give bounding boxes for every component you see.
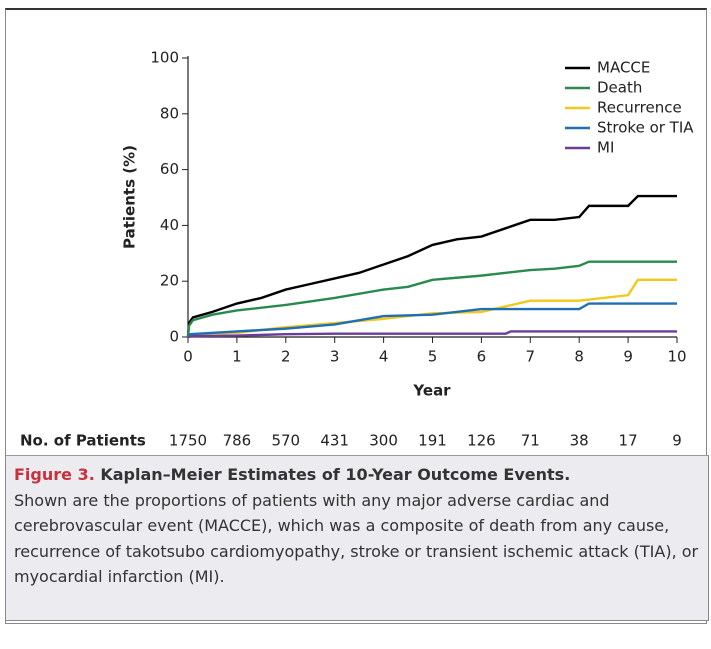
at-risk-value: 17 bbox=[619, 432, 638, 450]
at-risk-value: 1750 bbox=[169, 432, 207, 450]
y-tick-label: 80 bbox=[160, 104, 179, 122]
series-line bbox=[186, 260, 677, 338]
legend-label: Recurrence bbox=[597, 99, 682, 117]
at-risk-value: 570 bbox=[271, 432, 300, 450]
y-axis-label: Patients (%) bbox=[121, 145, 139, 249]
y-tick-label: 60 bbox=[160, 160, 179, 178]
series-line bbox=[186, 194, 677, 338]
caption-label: Figure 3. bbox=[14, 465, 95, 484]
legend-label: Death bbox=[597, 79, 642, 97]
caption-text: Shown are the proportions of patients wi… bbox=[14, 490, 699, 587]
at-risk-value: 9 bbox=[672, 432, 682, 450]
at-risk-value: 300 bbox=[369, 432, 398, 450]
x-tick-label: 4 bbox=[379, 348, 389, 366]
y-tick-label: 40 bbox=[160, 216, 179, 234]
x-axis-label: Year bbox=[412, 382, 451, 400]
caption: Figure 3. Kaplan–Meier Estimates of 10-Y… bbox=[5, 455, 709, 621]
at-risk-label: No. of Patients bbox=[20, 432, 146, 450]
legend-label: MI bbox=[597, 139, 614, 157]
series-line bbox=[187, 330, 677, 339]
y-tick-label: 20 bbox=[160, 272, 179, 290]
chart: Patients (%) Year No. of Patients 020406… bbox=[20, 49, 694, 450]
x-tick-label: 9 bbox=[623, 348, 633, 366]
x-tick-label: 2 bbox=[281, 348, 291, 366]
y-tick-label: 100 bbox=[150, 49, 179, 67]
x-tick-label: 7 bbox=[526, 348, 536, 366]
at-risk-value: 38 bbox=[570, 432, 589, 450]
x-tick-label: 10 bbox=[667, 348, 686, 366]
x-tick-label: 3 bbox=[330, 348, 340, 366]
at-risk-value: 431 bbox=[320, 432, 349, 450]
x-tick-label: 6 bbox=[477, 348, 487, 366]
at-risk-value: 126 bbox=[467, 432, 496, 450]
at-risk-value: 191 bbox=[418, 432, 447, 450]
x-tick-label: 8 bbox=[574, 348, 584, 366]
at-risk-value: 786 bbox=[223, 432, 252, 450]
legend-label: MACCE bbox=[597, 59, 650, 77]
x-tick-label: 5 bbox=[428, 348, 438, 366]
y-tick-label: 0 bbox=[169, 328, 179, 346]
x-tick-label: 1 bbox=[232, 348, 242, 366]
caption-title: Kaplan–Meier Estimates of 10-Year Outcom… bbox=[100, 465, 571, 484]
series-line bbox=[187, 302, 677, 338]
legend-label: Stroke or TIA bbox=[597, 119, 694, 137]
caption-heading: Figure 3. Kaplan–Meier Estimates of 10-Y… bbox=[14, 462, 700, 488]
at-risk-value: 71 bbox=[521, 432, 540, 450]
x-tick-label: 0 bbox=[183, 348, 193, 366]
